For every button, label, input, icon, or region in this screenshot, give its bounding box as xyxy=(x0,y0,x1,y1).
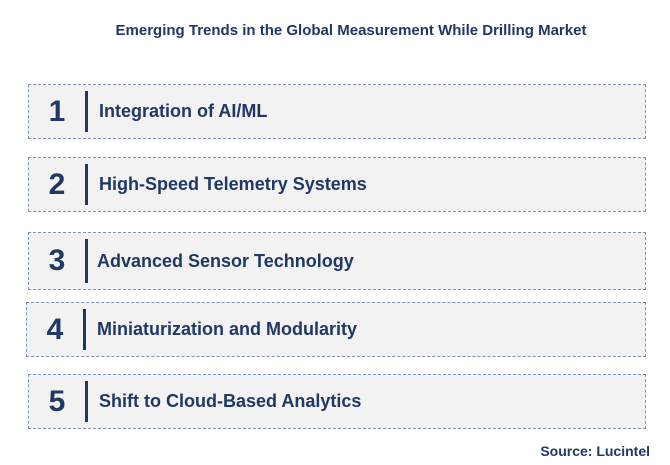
trend-divider-3 xyxy=(85,239,88,283)
trend-item-5: 5 Shift to Cloud-Based Analytics xyxy=(28,374,646,429)
trend-number-4: 4 xyxy=(46,312,64,346)
trend-item-4: 4 Miniaturization and Modularity xyxy=(26,302,646,357)
trend-label-2: High-Speed Telemetry Systems xyxy=(99,174,367,194)
trend-item-3: 3 Advanced Sensor Technology xyxy=(28,232,646,290)
trend-number-2: 2 xyxy=(48,167,66,201)
trend-item-2: 2 High-Speed Telemetry Systems xyxy=(28,157,646,212)
trend-label-3: Advanced Sensor Technology xyxy=(97,250,354,271)
trend-divider-2 xyxy=(85,164,88,205)
trend-label-4: Miniaturization and Modularity xyxy=(97,319,357,339)
page-title: Emerging Trends in the Global Measuremen… xyxy=(115,22,587,39)
trend-label-5: Shift to Cloud-Based Analytics xyxy=(99,391,362,411)
trend-divider-5 xyxy=(85,381,88,422)
trend-item-1: 1 Integration of AI/ML xyxy=(28,84,646,139)
trend-number-5: 5 xyxy=(48,384,66,418)
trend-number-1: 1 xyxy=(48,94,66,128)
trend-number-3: 3 xyxy=(48,244,66,277)
trend-label-1: Integration of AI/ML xyxy=(99,101,268,121)
trend-divider-4 xyxy=(83,309,86,350)
trend-divider-1 xyxy=(85,91,88,132)
source-label: Source: Lucintel xyxy=(540,443,650,459)
